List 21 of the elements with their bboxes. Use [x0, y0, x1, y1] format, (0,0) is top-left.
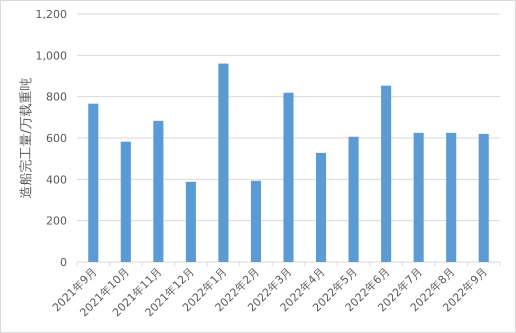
y-tick-label: 0 — [60, 256, 67, 269]
y-tick-label: 800 — [46, 90, 67, 104]
bar — [88, 104, 98, 262]
bar — [316, 152, 326, 262]
y-tick-label: 1,200 — [36, 8, 67, 21]
bar — [186, 182, 196, 262]
y-axis-title: 造船完工量/万载重吨 — [18, 77, 34, 199]
bar — [348, 136, 359, 262]
y-tick-label: 1,000 — [36, 49, 67, 62]
bar — [414, 132, 424, 262]
bar — [446, 132, 456, 262]
bar — [381, 86, 392, 262]
bar — [153, 120, 164, 262]
bar — [478, 134, 489, 262]
y-tick-label: 200 — [46, 214, 67, 228]
bar — [250, 180, 262, 262]
bar — [218, 64, 228, 262]
bar — [120, 142, 131, 262]
bar — [283, 92, 294, 262]
y-tick-label: 600 — [46, 132, 67, 145]
y-tick-label: 400 — [46, 173, 67, 186]
